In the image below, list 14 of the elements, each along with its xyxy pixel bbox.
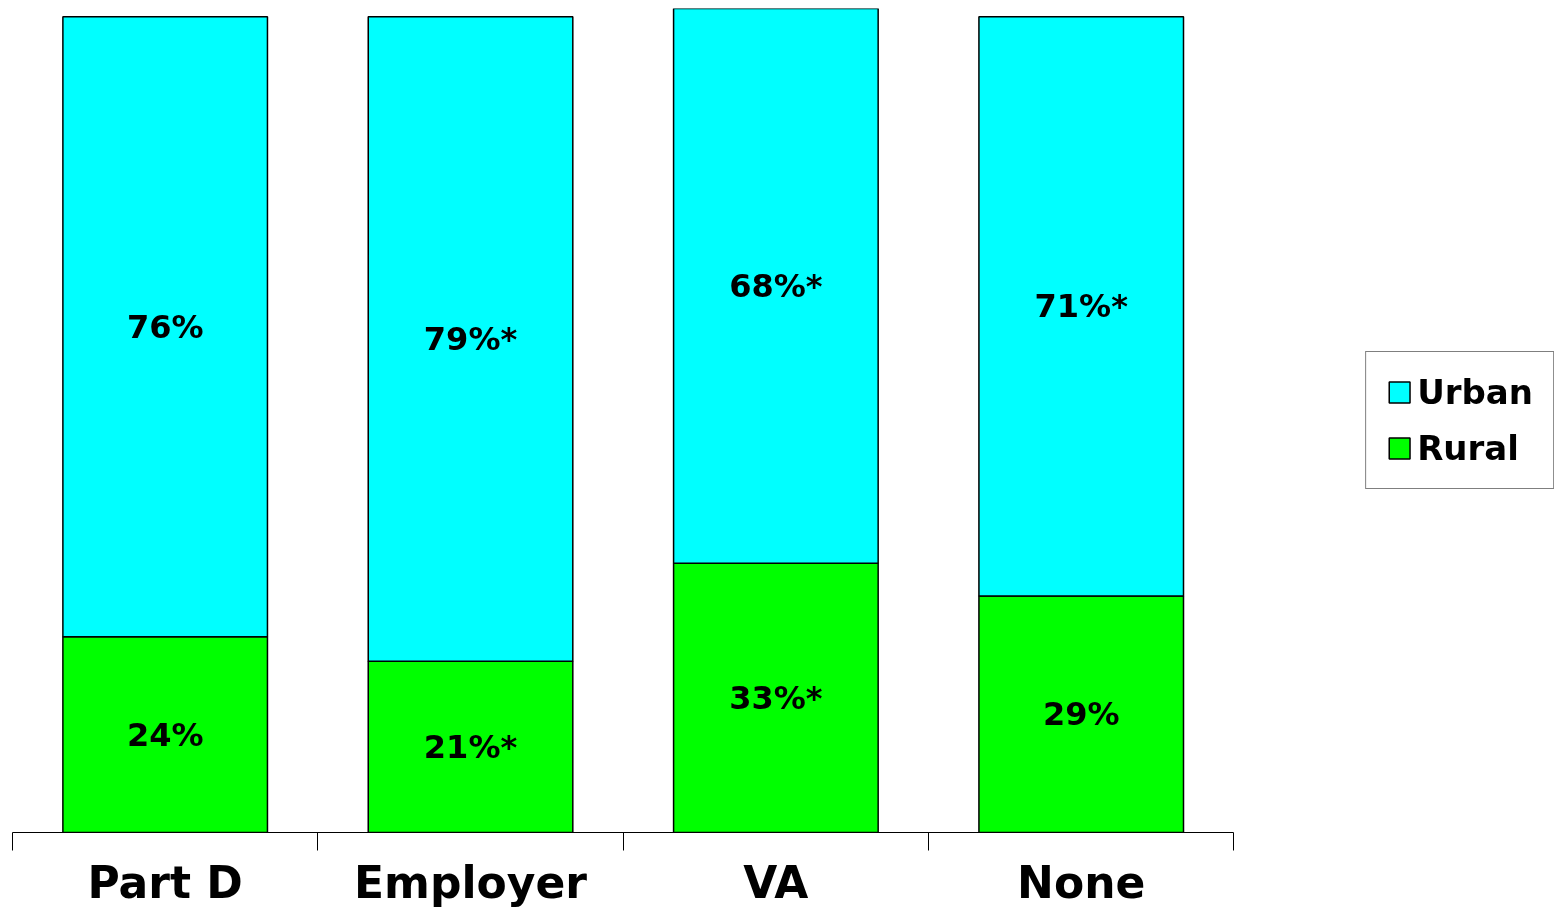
x-tick-label: Employer <box>354 856 588 908</box>
x-tick-label: None <box>1017 856 1146 908</box>
data-label: 33%* <box>729 678 823 717</box>
data-label: 71%* <box>1034 287 1129 326</box>
legend-label: Rural <box>1417 428 1519 468</box>
legend-label: Urban <box>1417 372 1533 412</box>
data-label: 79%* <box>423 319 518 358</box>
data-label: 68%* <box>729 266 823 305</box>
x-tick-label: VA <box>743 856 809 908</box>
data-label: 21%* <box>423 727 518 766</box>
data-label: 29% <box>1042 695 1120 734</box>
data-label: 24% <box>126 715 204 754</box>
x-tick-label: Part D <box>87 856 243 908</box>
data-label: 76% <box>126 307 204 346</box>
